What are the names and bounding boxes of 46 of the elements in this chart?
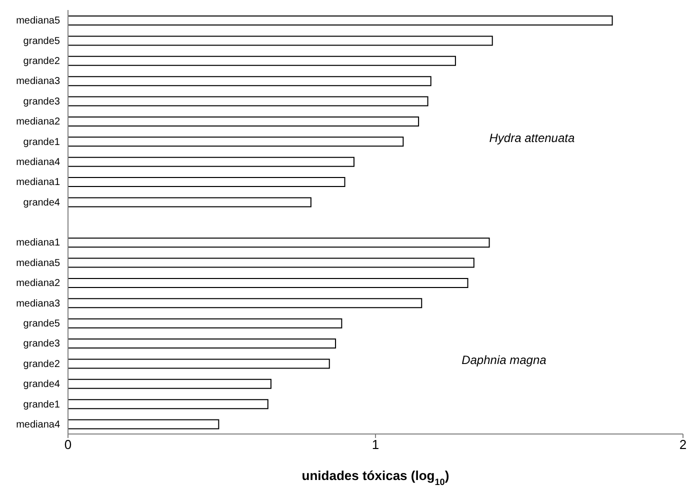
bar (68, 258, 474, 268)
annotation: Daphnia magna (462, 353, 546, 368)
y-tick-label: grande3 (23, 96, 60, 108)
bar (68, 136, 404, 147)
bar (68, 318, 342, 328)
bar (68, 16, 613, 26)
y-tick-label: mediana4 (16, 156, 60, 168)
bar (68, 197, 312, 208)
bar (68, 238, 490, 248)
y-tick-label: mediana1 (16, 238, 60, 249)
bar (68, 36, 493, 46)
bar (68, 399, 268, 410)
y-tick-label: grande4 (23, 197, 60, 208)
y-tick-label: grande1 (23, 136, 60, 148)
bar (68, 278, 468, 288)
y-tick-label: mediana3 (16, 298, 60, 310)
y-tick-label: grande4 (23, 379, 60, 390)
bar (68, 177, 346, 188)
y-tick-label: mediana5 (16, 16, 60, 27)
y-tick-label: mediana4 (16, 419, 60, 430)
x-axis-title: unidades tóxicas (log$_{10}$) (302, 468, 450, 487)
bar (68, 358, 330, 369)
y-tick-label: grande2 (23, 56, 60, 68)
y-tick-label: grande2 (23, 358, 60, 370)
x-tick-label: 0 (64, 437, 72, 452)
y-tick-label: mediana2 (16, 278, 60, 290)
y-tick-label: grande5 (23, 318, 60, 330)
x-tick-label: 2 (679, 437, 687, 452)
bar (68, 419, 220, 430)
bar (68, 338, 336, 349)
bar (68, 298, 422, 308)
y-tick-label: mediana3 (16, 76, 60, 88)
y-tick-label: grande3 (23, 338, 60, 350)
y-tick-label: grande5 (23, 36, 60, 47)
x-tick-label: 1 (372, 437, 380, 452)
annotation: Hydra attenuata (489, 131, 575, 146)
y-tick-label: mediana1 (16, 177, 60, 188)
bar (68, 156, 354, 167)
y-tick-label: grande1 (23, 399, 60, 410)
bar (68, 116, 420, 126)
bar (68, 378, 272, 389)
bar (68, 56, 456, 66)
y-tick-label: mediana5 (16, 258, 60, 269)
bar (68, 96, 428, 106)
y-tick-label: mediana2 (16, 116, 60, 128)
bar (68, 76, 432, 86)
